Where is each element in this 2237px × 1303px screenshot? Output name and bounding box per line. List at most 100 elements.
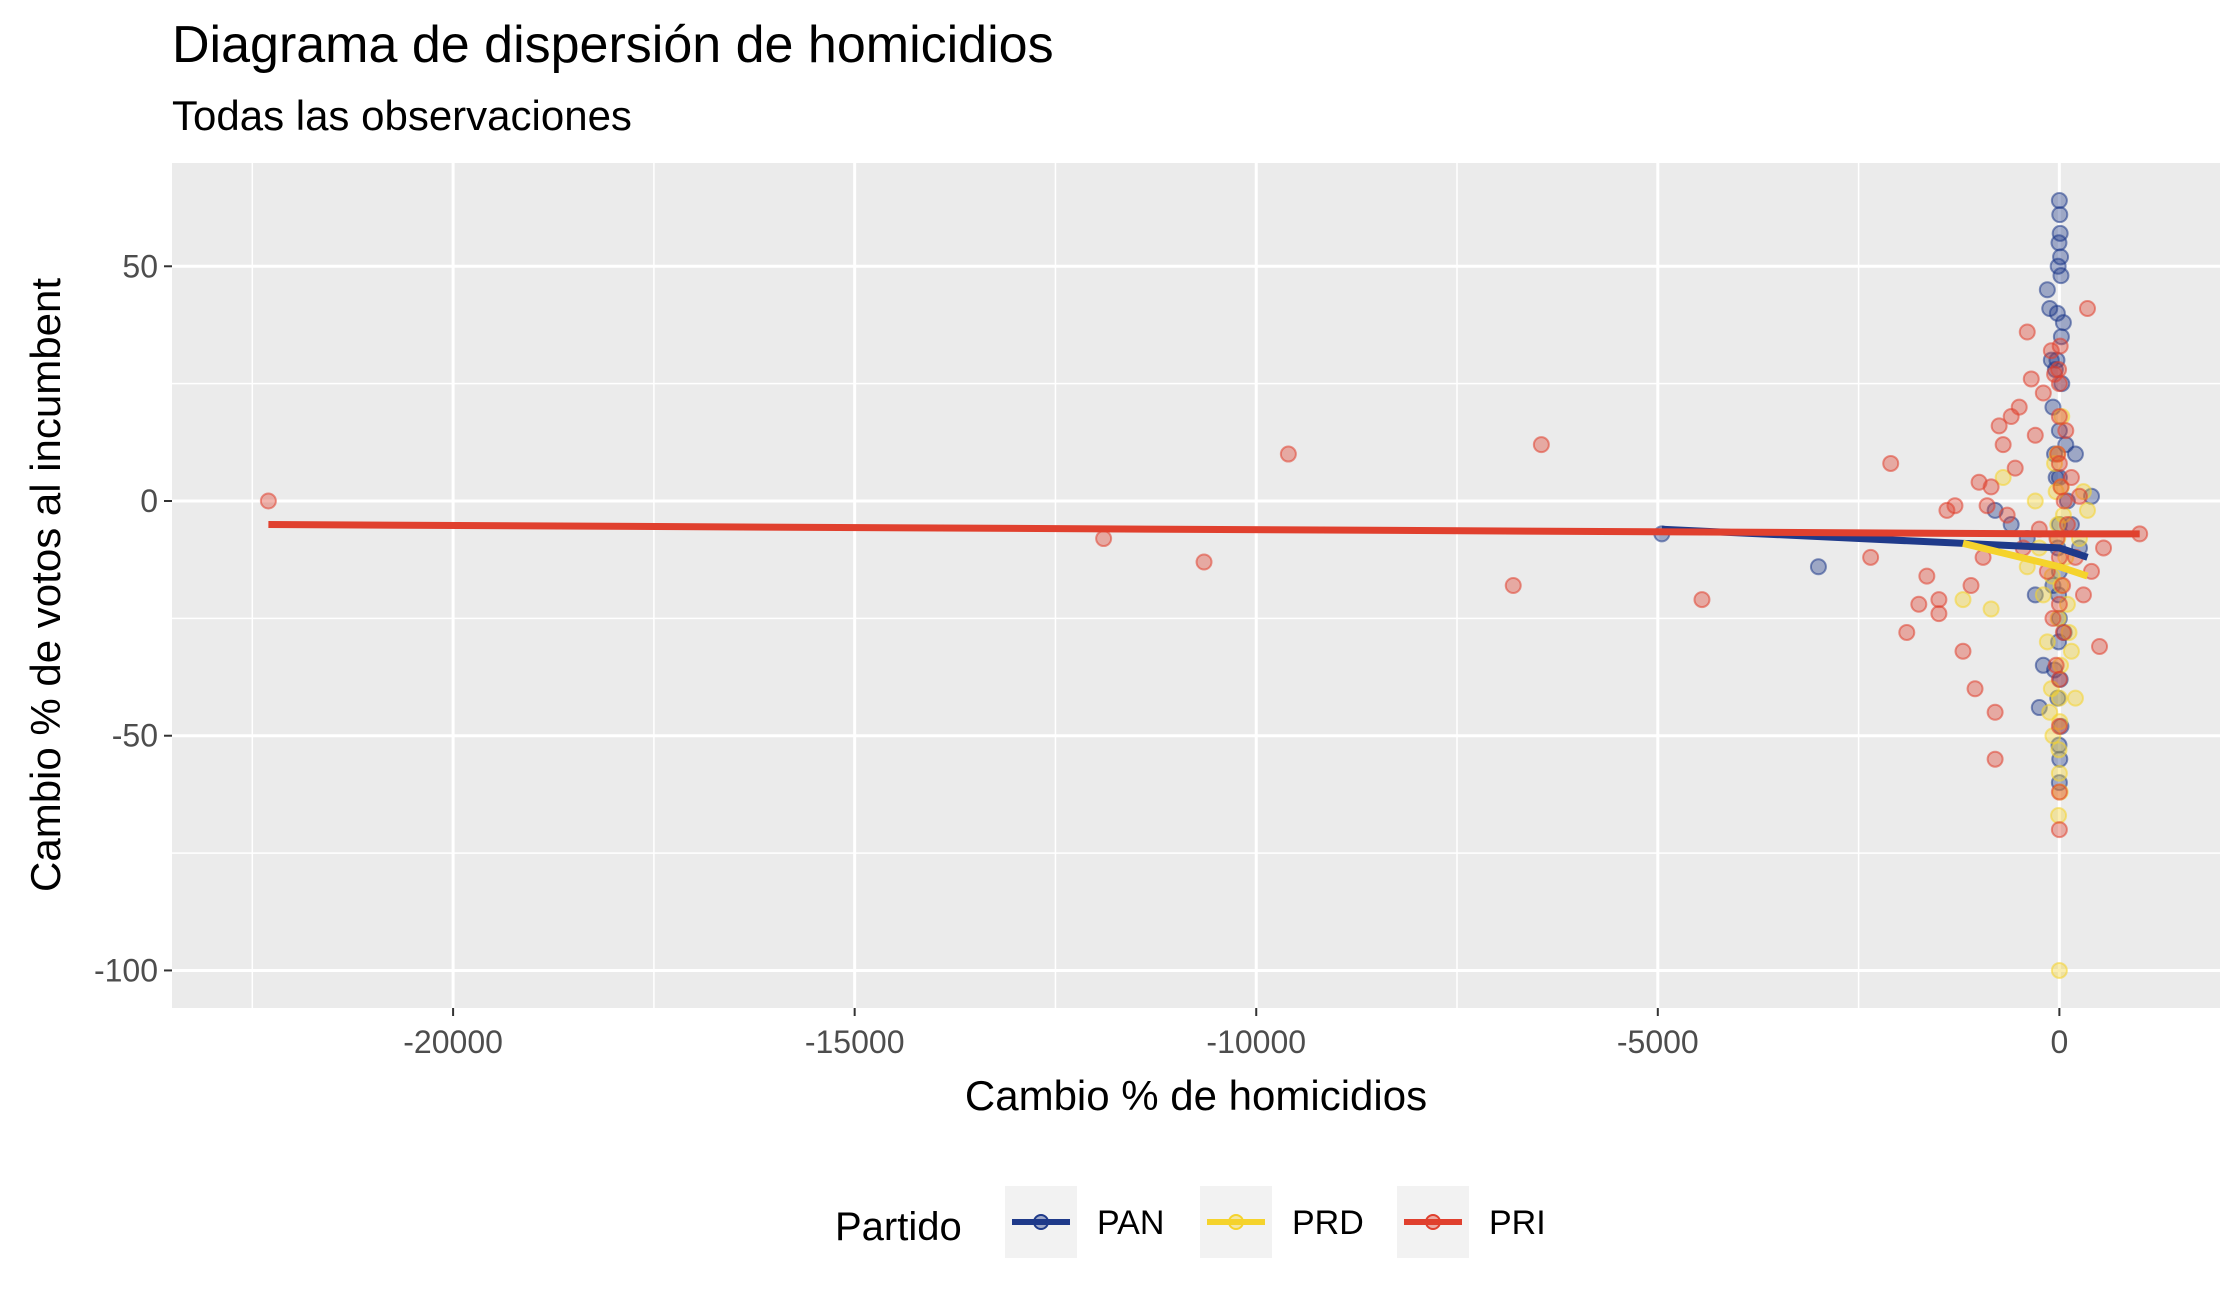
pri-point — [1962, 577, 1980, 594]
prd-point — [2078, 501, 2096, 519]
pri-point — [1938, 501, 1956, 519]
pri-point — [2057, 422, 2075, 440]
pri-point — [2006, 459, 2024, 477]
pri-point — [2050, 821, 2068, 839]
chart-subtitle: Todas las observaciones — [172, 92, 632, 139]
x-axis-ticks: -20000 -15000 -10000 -5000 0 — [403, 1008, 2068, 1060]
pri-point — [1954, 642, 1972, 660]
prd-point — [2026, 492, 2044, 510]
prd-point — [2060, 623, 2078, 641]
y-tick-label: 0 — [140, 483, 158, 519]
pri-point — [2070, 487, 2088, 505]
pri-point — [1990, 417, 2008, 435]
pri-point — [1910, 595, 1928, 613]
legend-point-prd — [1228, 1214, 1244, 1230]
pri-point — [2026, 426, 2044, 444]
pri-point — [1994, 436, 2012, 454]
x-tick-label: -15000 — [805, 1024, 905, 1060]
minor-gridlines — [172, 163, 2220, 1008]
pri-point — [2010, 398, 2028, 416]
pri-point — [259, 492, 277, 510]
pan-point — [2050, 234, 2068, 252]
prd-point — [2050, 689, 2068, 707]
pri-point — [1862, 548, 1880, 566]
pri-point — [1882, 454, 1900, 472]
pri-point — [2050, 595, 2068, 613]
prd-point — [1982, 600, 2000, 618]
x-tick-label: -20000 — [403, 1024, 503, 1060]
pri-point — [1918, 567, 1936, 585]
pri-point — [1693, 591, 1711, 609]
pri-point — [1986, 703, 2004, 721]
pri-point — [1930, 605, 1948, 623]
prd-fit-line — [1962, 539, 2089, 580]
prd-point — [1954, 591, 1972, 609]
pri-point — [1095, 530, 1113, 548]
prd-point — [2066, 689, 2084, 707]
pri-point — [2095, 539, 2113, 557]
pan-point — [2051, 206, 2069, 224]
pri-point — [1195, 553, 1213, 571]
pri-point — [2062, 469, 2080, 487]
legend-title: Partido — [835, 1205, 962, 1249]
pri-point — [2050, 375, 2068, 393]
pri-point — [2050, 408, 2068, 425]
pri-point — [1532, 436, 1550, 454]
pan-point — [2054, 314, 2072, 332]
pri-point — [1504, 577, 1522, 594]
prd-point — [2062, 642, 2080, 660]
pri-point — [2055, 492, 2073, 510]
pri-point — [2018, 323, 2036, 341]
major-gridlines — [172, 163, 2220, 1008]
pri-point — [2044, 609, 2062, 627]
pri-point — [1279, 445, 1297, 463]
prd-point — [2034, 586, 2052, 604]
pan-point — [2052, 267, 2070, 285]
pri-point — [2047, 656, 2065, 674]
pri-point — [2074, 586, 2092, 604]
prd-point — [2050, 741, 2068, 759]
pri-point — [2054, 577, 2072, 594]
pri-point — [2050, 670, 2068, 688]
pri-point — [1946, 497, 1964, 515]
pri-fit-line — [268, 521, 2140, 538]
y-tick-label: -100 — [94, 952, 158, 988]
legend-label-pri: PRI — [1489, 1204, 1546, 1242]
pri-point — [2050, 361, 2068, 379]
plot-panel — [172, 163, 2220, 1008]
pri-point — [2050, 783, 2068, 801]
prd-point — [2038, 633, 2056, 651]
y-axis-ticks: 50 0 -50 -100 — [94, 248, 172, 988]
pan-point — [2049, 257, 2067, 275]
pri-point — [1998, 506, 2016, 524]
prd-point — [2050, 764, 2068, 782]
pri-point — [1986, 750, 2004, 768]
x-axis-title: Cambio % de homicidios — [965, 1072, 1427, 1119]
prd-point — [1994, 469, 2012, 487]
pan-point — [2050, 192, 2068, 210]
pri-point — [2078, 300, 2096, 318]
fit-lines — [268, 521, 2140, 580]
legend-point-pan — [1033, 1214, 1049, 1230]
pri-point — [1978, 497, 1996, 515]
y-tick-label: 50 — [122, 248, 158, 284]
pan-point — [1809, 558, 1827, 576]
y-tick-label: -50 — [112, 718, 158, 754]
legend-label-prd: PRD — [1292, 1204, 1364, 1242]
pri-point — [2042, 342, 2060, 360]
prd-point — [2050, 961, 2068, 979]
y-axis-title: Cambio % de votos al incumbent — [22, 278, 69, 892]
legend-entries: PAN PRD PRI — [1005, 1186, 1546, 1258]
pri-point — [1930, 591, 1948, 609]
pri-point — [2034, 384, 2052, 402]
pri-point — [2054, 623, 2072, 641]
pri-point — [2022, 370, 2040, 388]
chart-title: Diagrama de dispersión de homicidios — [172, 16, 1054, 74]
pri-point — [1966, 680, 1984, 698]
legend-point-pri — [1425, 1214, 1441, 1230]
pri-point — [1898, 623, 1916, 641]
pri-point — [2050, 717, 2068, 735]
pri-point — [2051, 337, 2069, 355]
pan-point — [2048, 304, 2066, 322]
